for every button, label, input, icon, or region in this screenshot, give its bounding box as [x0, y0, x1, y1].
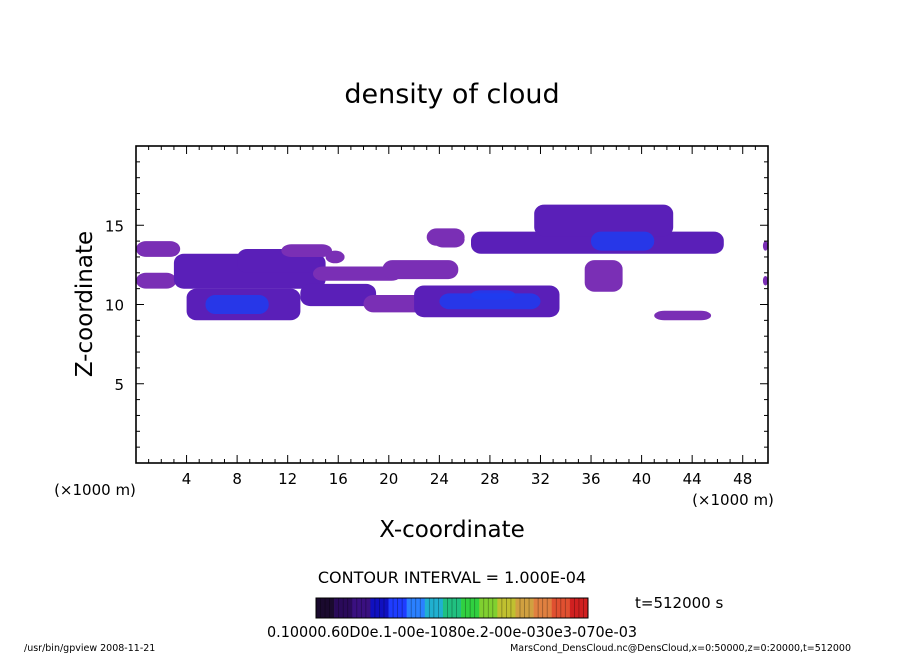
colorbar-swatch-10: [497, 598, 516, 618]
colorbar-swatch-14: [569, 598, 589, 618]
x-tick-label-20: 20: [379, 470, 398, 488]
x-tick-label-36: 36: [581, 470, 600, 488]
time-text: t=512000 s: [635, 594, 723, 612]
x-tick-label-4: 4: [182, 470, 192, 488]
y-tick-label-5: 5: [114, 376, 124, 394]
colorbar-swatch-0: [316, 598, 335, 618]
x-tick-label-12: 12: [278, 470, 297, 488]
footer-left: /usr/bin/gpview 2008-11-21: [24, 643, 155, 654]
density-cell-1: [136, 272, 177, 289]
density-cell-7: [300, 283, 377, 307]
footer-right: MarsCond_DensCloud.nc@DensCloud,x=0:5000…: [510, 643, 851, 654]
x-tick-label-28: 28: [480, 470, 499, 488]
colorbar-swatch-1: [334, 598, 353, 618]
density-cell-20: [426, 228, 465, 246]
density-cell-19: [654, 310, 712, 321]
x-tick-label-24: 24: [430, 470, 449, 488]
x-tick-label-32: 32: [531, 470, 550, 488]
colorbar: [316, 598, 589, 618]
density-cell-13: [471, 290, 516, 300]
density-cell-21: [325, 250, 345, 264]
colorbar-swatch-9: [479, 598, 498, 618]
chart-title: density of cloud: [344, 79, 559, 110]
density-cell-9: [382, 260, 459, 280]
colorbar-swatch-12: [533, 598, 553, 618]
density-cell-12: [439, 293, 541, 310]
plot-area: [136, 204, 768, 321]
contour-interval-text: CONTOUR INTERVAL = 1.000E-04: [318, 568, 586, 587]
colorbar-swatch-3: [370, 598, 389, 618]
x-unit-label-left: (×1000 m): [54, 481, 136, 499]
x-tick-label-48: 48: [733, 470, 752, 488]
colorbar-swatch-2: [352, 598, 371, 618]
axis-ticks: [135, 145, 769, 464]
x-tick-label-40: 40: [632, 470, 651, 488]
density-cell-18: [584, 260, 623, 292]
x-unit-label-right: (×1000 m): [692, 491, 774, 509]
colorbar-swatch-6: [424, 598, 444, 618]
colorbar-swatch-11: [515, 598, 534, 618]
density-cell-22: [762, 241, 768, 251]
colorbar-swatch-5: [406, 598, 426, 618]
x-tick-label-16: 16: [329, 470, 348, 488]
density-cell-23: [762, 276, 768, 286]
colorbar-swatch-8: [461, 598, 480, 618]
density-cell-4: [205, 295, 269, 314]
density-cell-16: [534, 204, 674, 237]
density-cell-0: [136, 241, 181, 257]
y-tick-label-10: 10: [105, 297, 124, 315]
x-tick-label-8: 8: [232, 470, 242, 488]
x-tick-label-44: 44: [683, 470, 702, 488]
y-axis-label: Z-coordinate: [72, 231, 98, 377]
colorbar-frame: [315, 597, 589, 619]
y-tick-label-15: 15: [105, 217, 124, 235]
x-axis-label: X-coordinate: [379, 517, 525, 543]
colorbar-swatch-4: [388, 598, 407, 618]
colorbar-labels: 0.10000.60D0e.1-00e-1080e.2-00e-030e3-07…: [267, 623, 637, 641]
density-cell-6: [281, 244, 332, 257]
density-cell-17: [591, 231, 655, 251]
density-cell-8: [313, 266, 402, 281]
colorbar-swatch-13: [551, 598, 571, 618]
colorbar-swatch-7: [442, 598, 462, 618]
